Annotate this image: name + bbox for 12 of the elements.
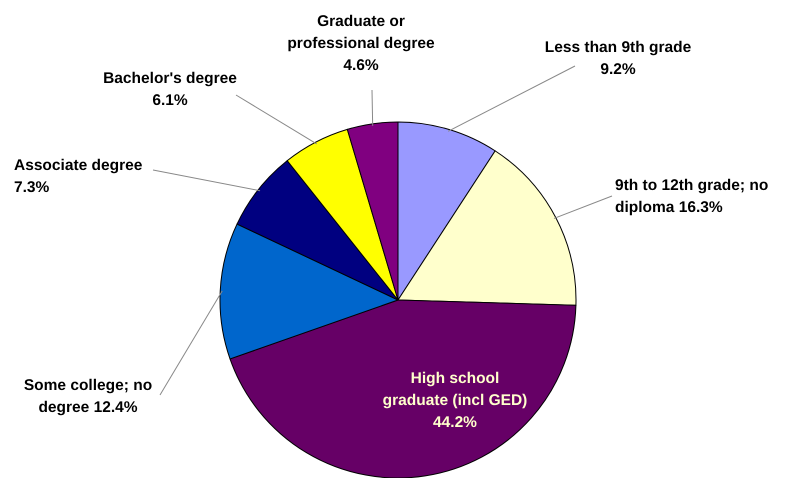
slice-label: Bachelor's degree <box>103 70 238 87</box>
data-label: 9.2% <box>600 61 636 78</box>
slice-label: Some college; no degree 12.4% <box>24 377 152 416</box>
slice-label: High school graduate (incl GED) <box>382 370 528 409</box>
slice-label: Less than 9th grade <box>544 39 692 56</box>
data-label: 44.2% <box>433 414 478 431</box>
data-label: 6.1% <box>152 92 188 109</box>
data-label: 7.3% <box>14 179 50 196</box>
data-label: 4.6% <box>343 57 379 74</box>
slice-label: 9th to 12th grade; no diploma 16.3% <box>615 177 768 216</box>
slice-label: Associate degree <box>14 157 143 174</box>
slice-label: Graduate or professional degree <box>287 13 436 52</box>
